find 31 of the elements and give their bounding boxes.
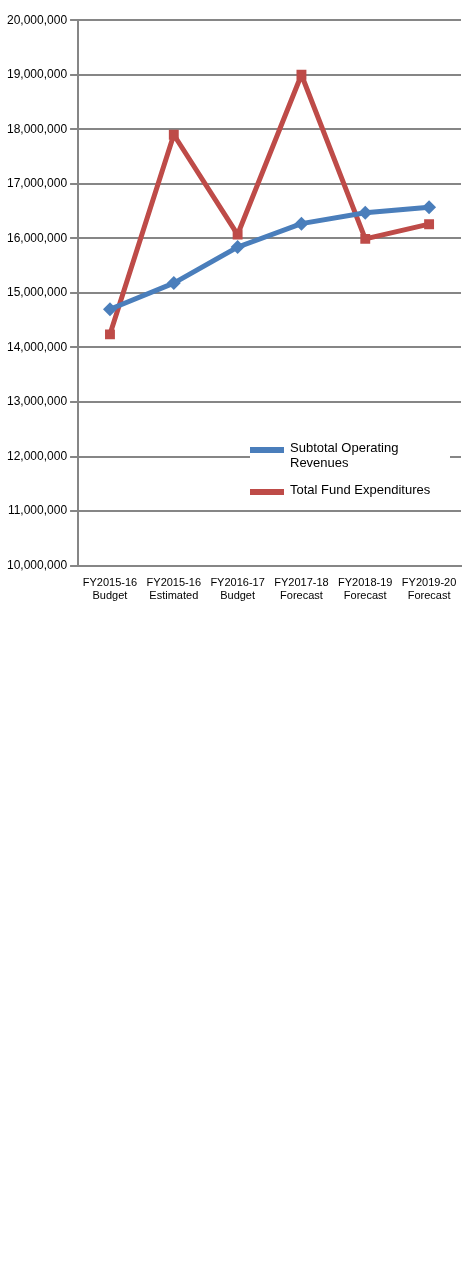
y-tick-label: 14,000,000 <box>7 339 68 354</box>
y-tick-label: 17,000,000 <box>7 176 68 191</box>
legend-label: Total Fund Expenditures <box>290 482 431 497</box>
y-tick-label: 13,000,000 <box>7 394 68 409</box>
point <box>105 329 115 340</box>
x-tick-label: FY2017-18 Forecast <box>274 576 329 602</box>
point <box>294 216 309 231</box>
x-tick-label: FY2019-20 Forecast <box>401 576 457 602</box>
point <box>232 229 243 240</box>
point <box>102 302 117 317</box>
y-tick-label: 18,000,000 <box>7 121 68 136</box>
x-tick-label: FY2015-16 Budget <box>82 576 138 602</box>
y-tick-label: 12,000,000 <box>7 448 68 463</box>
point <box>230 240 245 255</box>
point <box>422 200 437 215</box>
point <box>166 276 181 291</box>
y-tick-label: 15,000,000 <box>7 285 68 300</box>
y-tick-label: 11,000,000 <box>7 503 68 518</box>
y-tick-label: 19,000,000 <box>7 67 68 82</box>
point <box>168 129 179 140</box>
point <box>424 219 435 230</box>
y-tick-label: 20,000,000 <box>7 12 68 27</box>
point <box>360 233 371 244</box>
point <box>358 205 373 220</box>
x-tick-label: FY2018-19 Forecast <box>338 576 393 602</box>
y-tick-label: 10,000,000 <box>7 557 68 572</box>
point <box>296 69 307 80</box>
y-tick-label: 16,000,000 <box>7 230 68 245</box>
x-tick-label: FY2016-17 Budget <box>210 576 265 602</box>
x-tick-label: FY2015-16 Estimated <box>146 576 202 602</box>
legend-label: Subtotal Operating Revenues <box>290 440 400 470</box>
